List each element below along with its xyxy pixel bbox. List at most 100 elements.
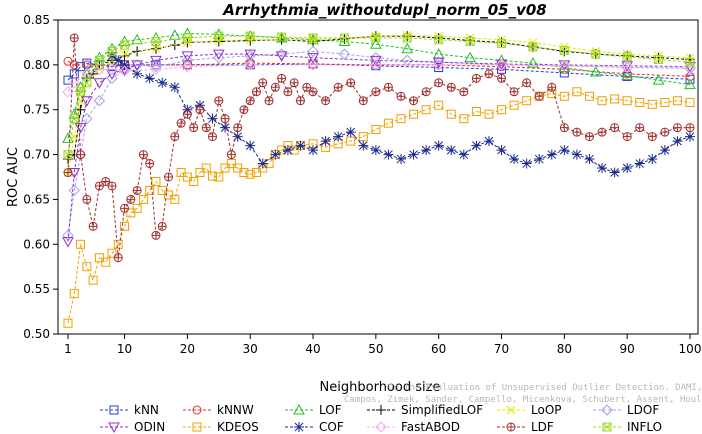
data-point-ldf xyxy=(264,96,274,106)
data-point-cof xyxy=(270,149,281,160)
legend-item-ldf: LDF xyxy=(497,420,554,434)
x-tick-label: 100 xyxy=(679,342,702,356)
data-point-ldof xyxy=(150,60,162,73)
data-point-kdeos xyxy=(170,194,180,204)
data-point-inflo xyxy=(94,55,104,65)
data-point-inflo xyxy=(63,150,73,160)
x-tick-label: 90 xyxy=(620,342,635,356)
data-point-kdeos xyxy=(151,176,161,186)
data-point-cof xyxy=(345,127,356,138)
data-point-fastabod xyxy=(495,59,508,71)
data-point-kdeos xyxy=(459,114,469,124)
data-point-kdeos xyxy=(138,194,148,204)
series-line-odin xyxy=(67,53,691,242)
data-point-knnw xyxy=(497,62,507,72)
x-tick-label: 40 xyxy=(305,342,320,356)
data-point-inflo xyxy=(465,37,475,47)
legend-item-knnw: kNNW xyxy=(183,403,254,417)
data-point-lof xyxy=(589,66,602,77)
data-point-ldf xyxy=(509,87,519,97)
data-point-kdeos xyxy=(685,98,695,108)
data-point-fastabod xyxy=(621,60,633,73)
data-point-knn xyxy=(434,63,444,73)
data-point-ldf xyxy=(239,105,249,115)
data-point-inflo xyxy=(308,33,318,43)
series-kdeos xyxy=(63,87,695,328)
legend-marker xyxy=(109,405,119,415)
data-point-cof xyxy=(358,140,369,151)
data-point-loop xyxy=(151,44,161,54)
data-point-ldf xyxy=(113,253,123,263)
legend-label: kNN xyxy=(134,403,159,417)
data-point-ldf xyxy=(295,96,305,106)
data-point-odin xyxy=(307,53,319,64)
data-point-ldf xyxy=(358,96,368,106)
legend-label: LoOP xyxy=(531,403,562,417)
data-point-kdeos xyxy=(597,96,607,106)
data-point-cof xyxy=(245,140,256,151)
data-point-cof xyxy=(282,145,293,156)
legend-marker xyxy=(192,422,202,432)
data-point-ldf xyxy=(289,78,299,88)
legend-label: FastABOD xyxy=(401,420,460,434)
data-point-fastabod xyxy=(150,63,162,76)
data-point-inflo xyxy=(622,52,632,62)
data-point-ldf xyxy=(434,78,444,88)
data-point-kdeos xyxy=(120,221,130,231)
y-tick-label: 0.65 xyxy=(23,192,50,206)
data-point-inflo xyxy=(371,33,381,43)
data-point-cof xyxy=(333,131,344,142)
data-point-inflo xyxy=(528,42,538,52)
data-point-inflo xyxy=(107,46,117,56)
data-point-ldof xyxy=(338,48,351,60)
data-point-kdeos xyxy=(201,163,211,173)
data-point-ldf xyxy=(610,123,620,133)
data-point-odin xyxy=(106,69,118,80)
legend-label: COF xyxy=(319,420,344,434)
data-point-kdeos xyxy=(647,99,657,109)
data-point-kdeos xyxy=(107,248,117,258)
data-point-cof xyxy=(113,55,124,66)
data-point-inflo xyxy=(277,32,287,42)
data-point-cof xyxy=(383,149,394,160)
data-point-cof xyxy=(308,145,319,156)
data-point-ldf xyxy=(622,132,632,142)
legend-marker xyxy=(293,403,305,415)
plot-frame xyxy=(57,19,699,335)
data-point-fastabod xyxy=(93,63,106,76)
data-point-inflo xyxy=(402,33,412,43)
data-point-ldf xyxy=(685,123,695,133)
legend-marker xyxy=(192,405,202,415)
data-point-cof xyxy=(144,73,155,84)
legend-label: SimplifiedLOF xyxy=(401,403,483,417)
data-point-fastabod xyxy=(106,63,118,76)
data-point-simplifiedlof xyxy=(653,52,664,63)
data-point-inflo xyxy=(76,87,86,97)
data-point-lof xyxy=(464,51,476,63)
data-point-cof xyxy=(597,163,608,174)
data-point-ldf xyxy=(302,82,312,92)
data-point-kdeos xyxy=(497,105,507,115)
data-point-ldf xyxy=(120,203,130,213)
data-point-inflo xyxy=(591,49,601,59)
data-point-kdeos xyxy=(396,114,406,124)
data-point-cof xyxy=(634,158,645,169)
data-point-ldf xyxy=(333,82,343,92)
legend-marker xyxy=(376,405,386,415)
x-tick-label: 1 xyxy=(64,342,72,356)
data-point-simplifiedlof xyxy=(213,36,224,47)
legend-item-knn: kNN xyxy=(100,403,159,417)
data-point-ldof xyxy=(181,54,194,67)
legend-marker xyxy=(294,422,304,432)
data-point-cof xyxy=(622,163,633,174)
data-point-kdeos xyxy=(446,109,456,119)
data-point-fastabod xyxy=(244,59,256,71)
data-point-lof xyxy=(527,57,539,68)
series-line-ldf xyxy=(67,37,690,258)
data-point-odin xyxy=(275,51,288,62)
data-point-odin xyxy=(212,49,225,61)
data-point-kdeos xyxy=(113,239,123,249)
data-point-ldf xyxy=(151,230,161,240)
series-odin xyxy=(62,49,696,248)
data-point-fastabod xyxy=(62,86,74,98)
